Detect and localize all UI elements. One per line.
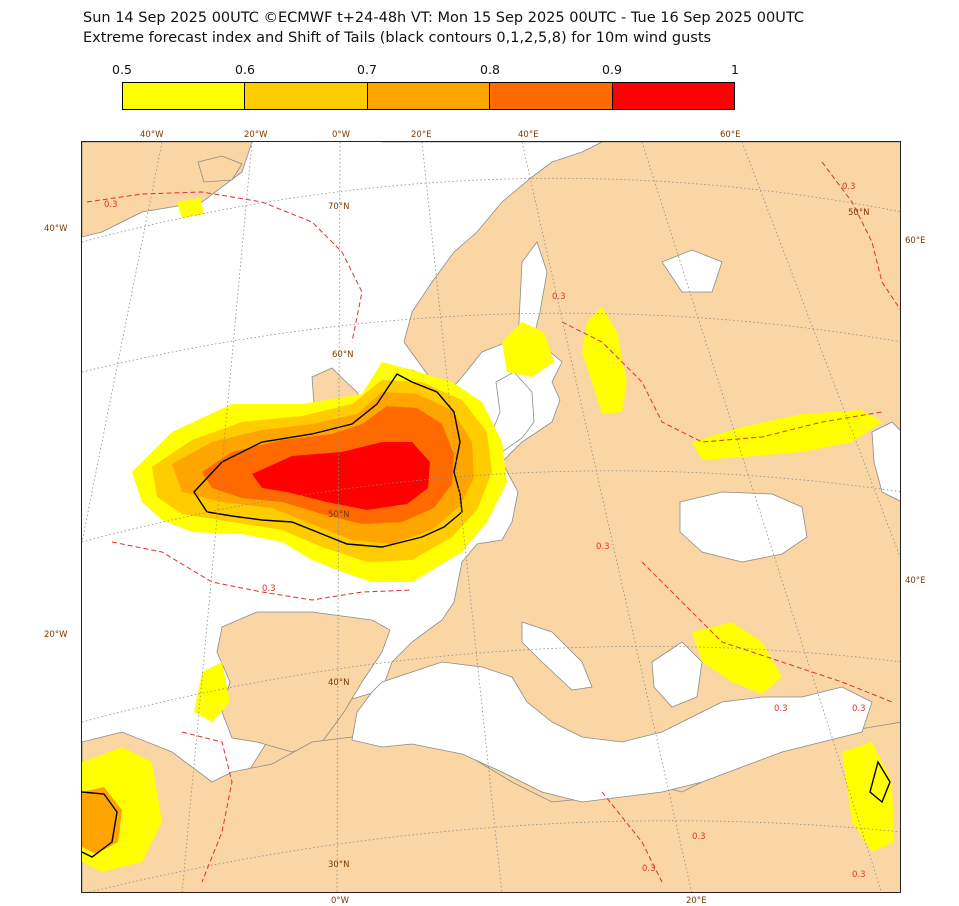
legend-swatch <box>490 83 613 109</box>
sea-aegean <box>651 641 703 708</box>
efi-contour-label: 0.3 <box>692 832 706 842</box>
sea-black <box>679 491 808 563</box>
lat-label: 40°N <box>328 678 350 688</box>
sea-baltic <box>491 371 535 453</box>
efi-patch-portugal <box>194 662 230 722</box>
lon-label-top: 40°W <box>140 130 164 140</box>
map-title-line1: Sun 14 Sep 2025 00UTC ©ECMWF t+24-48h VT… <box>83 10 804 26</box>
lon-label-top: 40°E <box>518 130 539 140</box>
lon-label-top: 20°W <box>244 130 268 140</box>
legend-swatch <box>123 83 246 109</box>
legend-swatch <box>612 83 735 109</box>
lat-label: 60°N <box>332 350 354 360</box>
lon-label-left: 20°W <box>44 630 68 640</box>
efi-contour-label: 0.3 <box>262 584 276 594</box>
legend-swatch <box>367 83 491 109</box>
efi-patch-russia <box>582 307 627 414</box>
land-greenland <box>82 142 253 238</box>
land-iceland <box>197 155 243 183</box>
lon-label-top: 20°E <box>411 130 432 140</box>
sot-contour-main <box>193 373 463 548</box>
graticule <box>82 142 900 892</box>
lon-label-bottom: 0°W <box>331 896 350 906</box>
lat-label: 50°N <box>848 208 870 218</box>
efi-contour-label: 0.3 <box>852 704 866 714</box>
efi-band-09 <box>252 442 430 510</box>
efi-shading <box>82 198 894 872</box>
efi-map: 70°N 60°N 50°N 40°N 30°N 50°N 0.3 0.3 0.… <box>81 141 901 893</box>
map-title-line2: Extreme forecast index and Shift of Tail… <box>83 30 712 46</box>
sea-caspian <box>871 421 900 502</box>
efi-patch-africa-w2 <box>82 787 122 854</box>
legend-tick: 0.8 <box>480 62 500 77</box>
lon-label-bottom: 20°E <box>686 896 707 906</box>
lon-label-left: 40°W <box>44 224 68 234</box>
efi-contour-label: 0.3 <box>842 182 856 192</box>
efi-patch-africa-e <box>842 742 894 852</box>
legend-tick: 0.5 <box>112 62 132 77</box>
efi-contour-label: 0.3 <box>104 200 118 210</box>
efi-contour-label: 0.3 <box>774 704 788 714</box>
lon-label-top: 60°E <box>720 130 741 140</box>
map-canvas <box>82 142 900 892</box>
sot-contour-africa <box>82 791 118 858</box>
efi-patch-finland <box>502 322 554 377</box>
sot-contour-east <box>869 760 891 804</box>
lat-label: 70°N <box>328 202 350 212</box>
legend-tick: 1 <box>731 62 739 77</box>
sea-adriatic <box>521 621 593 691</box>
legend-colorbar <box>122 82 735 110</box>
lat-label: 30°N <box>328 860 350 870</box>
efi-contour-label: 0.3 <box>552 292 566 302</box>
lat-label: 50°N <box>328 510 350 520</box>
legend-tick: 0.6 <box>235 62 255 77</box>
efi-contour-label: 0.3 <box>852 870 866 880</box>
sot-contours <box>82 373 891 858</box>
efi-contour-label: 0.3 <box>642 864 656 874</box>
efi-contour-label: 0.3 <box>596 542 610 552</box>
sea-whitesea <box>661 249 723 293</box>
lon-label-top: 0°W <box>332 130 351 140</box>
lon-label-right: 60°E <box>905 236 926 246</box>
lon-label-right: 40°E <box>905 576 926 586</box>
legend-swatch <box>245 83 368 109</box>
efi-patch-greenland <box>177 198 204 218</box>
legend-tick: 0.9 <box>602 62 622 77</box>
legend-tick: 0.7 <box>357 62 377 77</box>
efi-patch-turkey <box>692 622 782 694</box>
sea-med-west <box>351 661 873 803</box>
